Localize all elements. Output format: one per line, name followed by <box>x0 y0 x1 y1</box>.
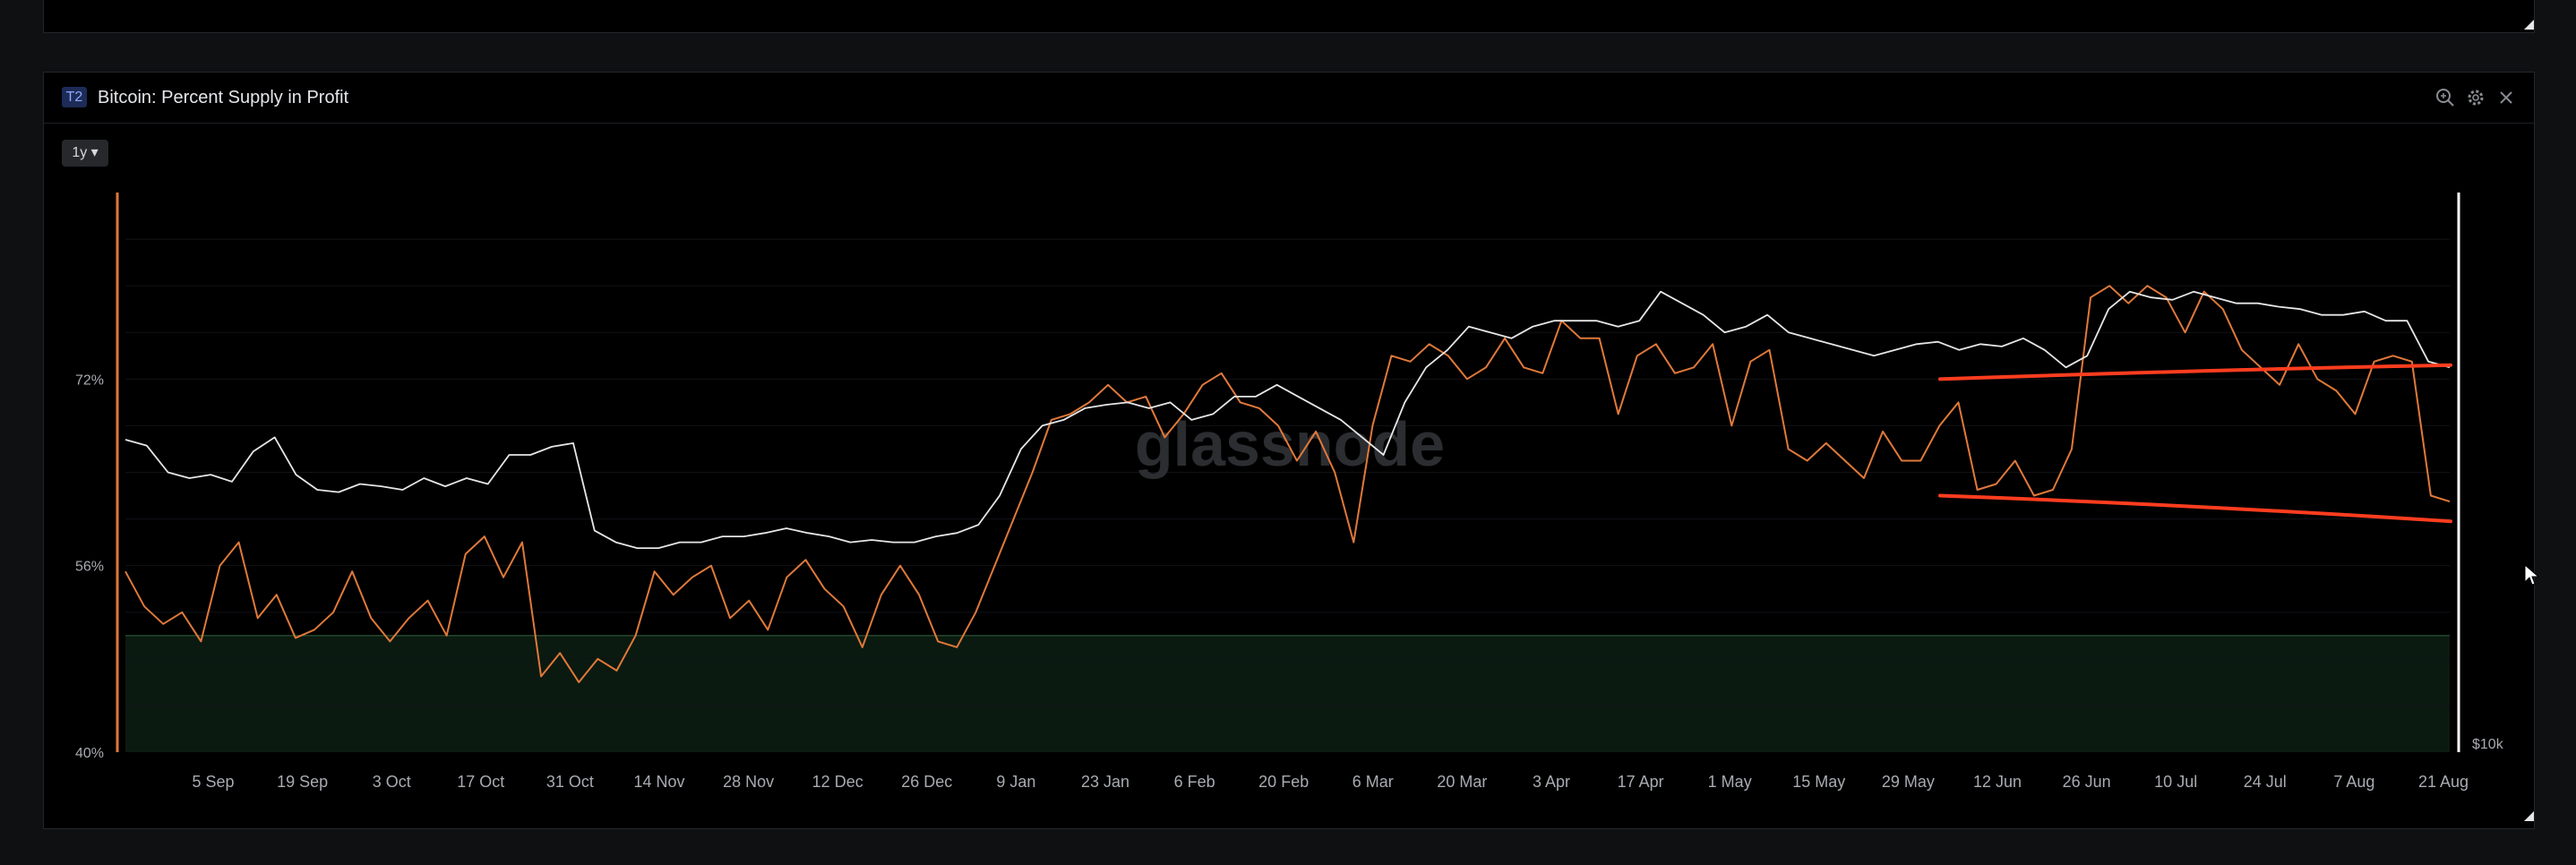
x-tick-label: 24 Jul <box>2244 773 2287 791</box>
x-tick-label: 15 May <box>1792 773 1845 791</box>
watermark: glassnode <box>1135 409 1445 479</box>
range-selector[interactable]: 1y ▾ <box>62 140 108 167</box>
y-tick-label: 72% <box>75 373 104 388</box>
x-tick-label: 14 Nov <box>633 773 684 791</box>
x-tick-label: 20 Feb <box>1258 773 1309 791</box>
series-line-white <box>125 290 2451 549</box>
series-line-orange <box>125 285 2451 683</box>
x-tick-label: 17 Apr <box>1618 773 1664 791</box>
x-tick-label: 3 Apr <box>1533 773 1570 791</box>
x-tick-label: 21 Aug <box>2418 773 2469 791</box>
x-tick-label: 5 Sep <box>192 773 234 791</box>
upper-trendline <box>1937 363 2452 381</box>
previous-panel <box>43 0 2535 33</box>
x-tick-label: 29 May <box>1882 773 1935 791</box>
mouse-cursor-icon <box>2524 563 2540 592</box>
x-tick-label: 12 Jun <box>1973 773 2022 791</box>
x-tick-label: 28 Nov <box>723 773 774 791</box>
x-tick-label: 26 Jun <box>2063 773 2111 791</box>
panel-title: Bitcoin: Percent Supply in Profit <box>98 88 349 107</box>
top-resize-handle[interactable] <box>2524 20 2534 30</box>
close-icon[interactable] <box>2494 86 2518 109</box>
x-tick-label: 3 Oct <box>373 773 411 791</box>
x-tick-label: 23 Jan <box>1081 773 1129 791</box>
panel-resize-handle[interactable] <box>2524 811 2534 821</box>
x-tick-label: 6 Mar <box>1352 773 1394 791</box>
lower-trendline <box>1937 493 2452 524</box>
x-tick-label: 6 Feb <box>1174 773 1215 791</box>
threshold-band <box>125 635 2450 752</box>
panel-header: T2 Bitcoin: Percent Supply in Profit <box>44 73 2534 124</box>
x-tick-label: 12 Dec <box>812 773 863 791</box>
x-tick-label: 19 Sep <box>277 773 328 791</box>
zoom-icon[interactable] <box>2434 86 2457 109</box>
x-tick-label: 7 Aug <box>2333 773 2374 791</box>
x-tick-label: 20 Mar <box>1437 773 1487 791</box>
y-tick-label: 40% <box>75 746 104 761</box>
settings-icon[interactable] <box>2464 86 2487 109</box>
x-tick-label: 17 Oct <box>457 773 504 791</box>
x-tick-label: 9 Jan <box>996 773 1035 791</box>
price-axis-label: $10k <box>2472 737 2504 752</box>
x-tick-label: 10 Jul <box>2154 773 2197 791</box>
y-tick-label: 56% <box>75 560 104 575</box>
x-tick-label: 26 Dec <box>901 773 952 791</box>
tier-badge: T2 <box>62 87 87 107</box>
x-tick-label: 1 May <box>1708 773 1752 791</box>
x-tick-label: 31 Oct <box>546 773 594 791</box>
